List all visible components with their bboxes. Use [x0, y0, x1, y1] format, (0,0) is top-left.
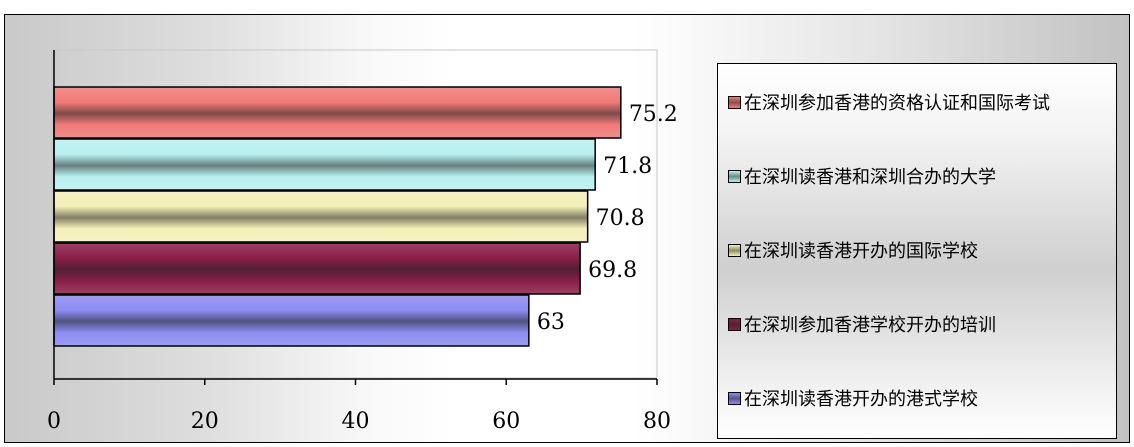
bar: [53, 190, 589, 243]
legend-item: 在深圳参加香港学校开办的培训: [728, 312, 996, 336]
legend-swatch: [728, 169, 741, 183]
legend-swatch: [728, 317, 741, 331]
bar: [53, 242, 581, 295]
legend-swatch: [728, 243, 741, 257]
x-tick-label: 0: [47, 409, 61, 434]
x-tick-label: 40: [342, 409, 370, 434]
data-label: 71.8: [603, 154, 652, 179]
bar: [53, 138, 596, 191]
data-label: 63: [537, 310, 565, 335]
x-tick-label: 20: [191, 409, 219, 434]
legend: 在深圳参加香港的资格认证和国际考试 在深圳读香港和深圳合办的大学 在深圳读香港开办的…: [717, 63, 1117, 439]
plot-area: [51, 49, 658, 379]
legend-swatch: [728, 95, 741, 109]
legend-item: 在深圳读香港开办的港式学校: [728, 386, 978, 410]
x-tick-label: 60: [492, 409, 520, 434]
legend-item: 在深圳读香港开办的国际学校: [728, 238, 978, 262]
legend-swatch: [728, 391, 741, 405]
bar: [53, 86, 622, 139]
legend-label: 在深圳读香港开办的国际学校: [744, 241, 978, 262]
data-label: 69.8: [588, 258, 637, 283]
legend-item: 在深圳读香港和深圳合办的大学: [728, 164, 996, 188]
legend-label: 在深圳读香港和深圳合办的大学: [744, 167, 996, 188]
data-label: 75.2: [629, 102, 678, 127]
legend-label: 在深圳参加香港学校开办的培训: [744, 315, 996, 336]
x-tick-label: 80: [643, 409, 671, 434]
legend-label: 在深圳参加香港的资格认证和国际考试: [744, 93, 1050, 114]
bar-chart: 75.2 71.8 70.8 69.8 63 0 20 40 60 80: [47, 49, 678, 434]
legend-item: 在深圳参加香港的资格认证和国际考试: [728, 90, 1050, 114]
data-label: 70.8: [596, 206, 645, 231]
chart-frame: 75.2 71.8 70.8 69.8 63 0 20 40 60 80 在深圳参加香港的资格认…: [4, 14, 1130, 443]
bar: [53, 294, 530, 347]
legend-label: 在深圳读香港开办的港式学校: [744, 389, 978, 410]
